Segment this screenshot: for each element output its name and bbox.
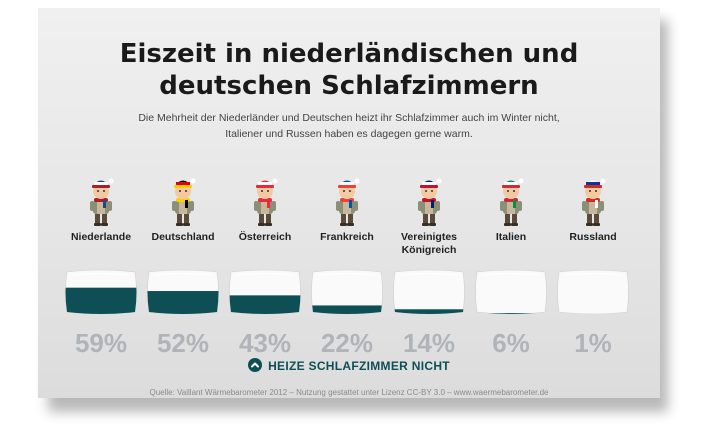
person-flag-hat-icon [172,178,196,226]
column-4: Vereinigtes Königreich 14% [389,173,469,363]
country-label: Italien [465,231,557,244]
value-label: 43% [238,328,292,358]
pillow-bar [147,269,219,315]
value-label: 14% [402,328,456,358]
person-flag-hat-icon [336,178,360,226]
bar-fill [393,309,465,314]
column-1: Deutschland 52% [143,173,223,363]
country-label-line: Italien [495,231,527,243]
legend-label: HEIZE SCHLAFZIMMER NICHT [268,359,450,373]
title-line-2: deutschen Schlafzimmern [159,71,539,101]
column-0: Niederlande 59% [61,173,141,363]
pillow-bar [229,269,301,315]
value-label: 1% [574,328,612,358]
bar-fill [229,295,301,314]
column-6: Russland 1% [553,173,633,363]
country-label-line: Königreich [401,244,457,256]
bar-fill [311,305,383,314]
column-5: Italien 6% [471,173,551,363]
pillow-bar [311,269,383,315]
person-flag-hat-icon [418,178,442,226]
country-label: Deutschland [137,231,229,244]
country-label-line: Vereinigtes [400,231,458,243]
value-label: 22% [320,328,374,358]
value-label: 52% [156,328,210,358]
country-label: Vereinigtes Königreich [383,231,475,257]
pillow-bar [557,269,629,315]
country-label: Frankreich [301,231,393,244]
bar-fill [65,287,137,314]
country-label-line: Frankreich [320,231,374,243]
pillow-shape [475,269,547,315]
person-flag-hat-icon [90,178,114,226]
bar-fill [475,313,547,314]
chart-subtitle: Die Mehrheit der Niederländer und Deutsc… [38,110,660,142]
country-label-line: Deutschland [151,231,215,243]
pillow-bar [65,269,137,315]
person-flag-hat-icon [500,178,524,226]
title-line-1: Eiszeit in niederländischen und [119,39,579,69]
pillow-bar [393,269,465,315]
pillow-bar [475,269,547,315]
value-label: 6% [492,328,530,358]
chevron-up-icon [248,358,263,372]
country-label: Niederlande [55,231,147,244]
person-flag-hat-icon [254,178,278,226]
subtitle-line-1: Die Mehrheit der Niederländer und Deutsc… [138,112,560,124]
column-2: Österreich 43% [225,173,305,363]
country-label: Russland [547,231,639,244]
value-label: 59% [74,328,128,358]
pillow-shape [393,269,465,315]
country-label: Österreich [219,231,311,244]
chart-title: Eiszeit in niederländischen und deutsche… [38,38,660,102]
person-flag-hat-icon [582,178,606,226]
infographic-card: Eiszeit in niederländischen und deutsche… [38,8,660,398]
bar-fill [147,291,219,314]
country-label-line: Russland [569,231,617,243]
pillow-shape [557,269,629,315]
country-label-line: Niederlande [70,231,132,243]
subtitle-line-2: Italiener und Russen haben es dagegen ge… [225,128,473,140]
column-3: Frankreich 22% [307,173,387,363]
legend: HEIZE SCHLAFZIMMER NICHT [38,358,660,373]
source-note: Quelle: Vaillant Wärmebarometer 2012 – N… [149,388,549,397]
country-label-line: Österreich [238,231,292,243]
